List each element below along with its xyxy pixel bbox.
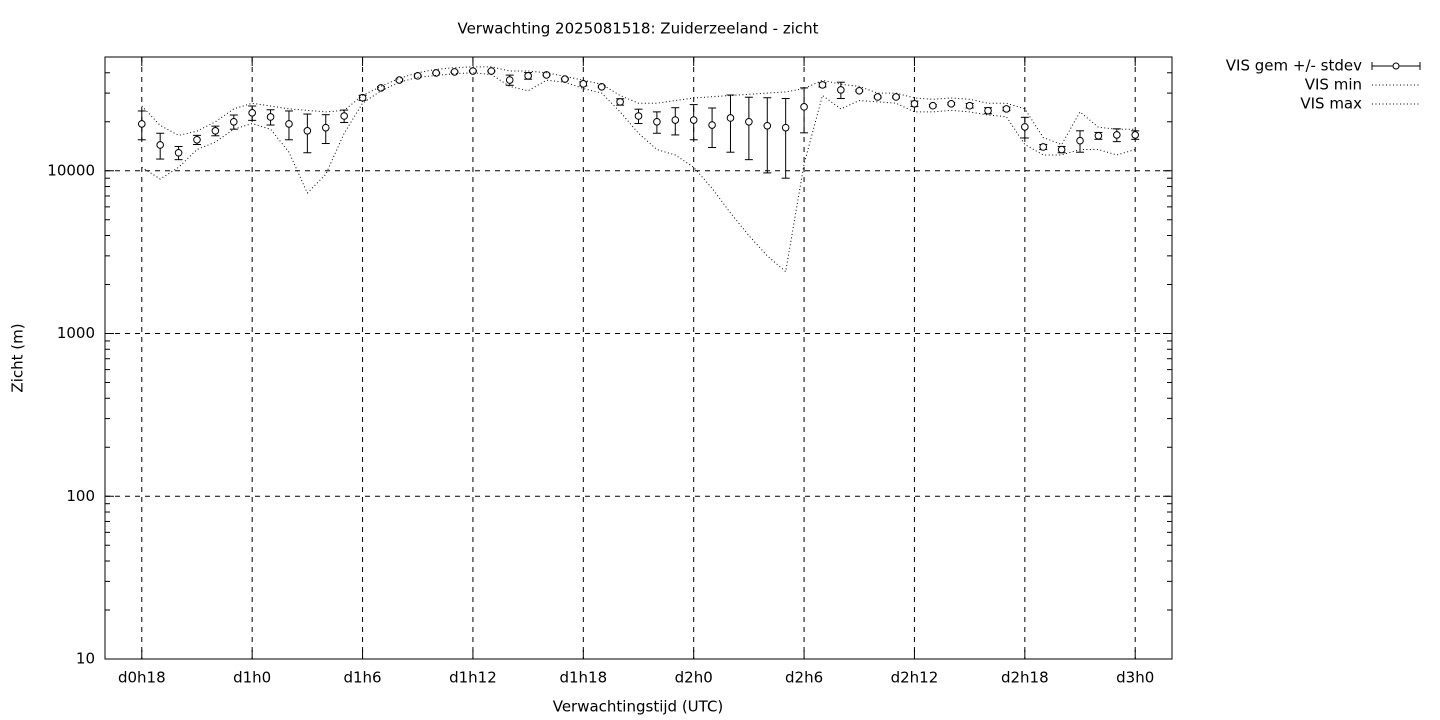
mean-point [211,126,220,135]
mean-point [800,103,808,111]
mean-point [984,106,992,115]
mean-point [469,67,477,75]
mean-point [285,120,293,128]
mean-point [745,117,753,126]
y-tick-label: 100 [66,487,95,505]
mean-point [395,76,404,84]
x-tick-label: d1h0 [233,669,271,687]
mean-point [653,117,661,126]
mean-point [947,99,956,108]
mean-point [377,84,385,92]
mean-point [1131,131,1140,139]
y-tick-label: 10 [76,650,95,668]
x-tick-label: d0h18 [118,669,166,687]
x-tick-label: d1h12 [449,669,497,687]
mean-point [432,69,440,77]
mean-point [229,117,238,126]
mean-point [689,116,698,124]
plot-frame [104,56,1173,660]
y-axis-label: Zicht (m) [9,323,27,392]
x-tick-label: d2h18 [1001,669,1049,687]
mean-point [1113,131,1121,139]
mean-point [726,114,735,122]
mean-point [542,71,551,79]
mean-point [193,135,201,144]
mean-point [781,123,790,132]
mean-point [579,80,588,88]
y-tick-label: 1000 [57,324,95,342]
mean-point [156,141,164,149]
legend-label: VIS max [1300,95,1362,113]
mean-point [1021,123,1029,131]
mean-point [1002,105,1011,113]
legend-swatch [1392,62,1400,70]
y-tick-label: 10000 [47,161,95,179]
mean-point [873,93,882,101]
x-tick-label: d1h18 [559,669,607,687]
mean-point [487,67,496,75]
mean-point [1076,136,1084,145]
mean-point [450,68,459,76]
mean-point [174,148,183,157]
mean-point [855,86,864,95]
x-axis-label: Verwachtingstijd (UTC) [553,698,724,716]
min-max-line [141,66,1136,146]
mean-point [303,126,312,135]
mean-point [763,121,772,130]
mean-point [321,123,330,132]
mean-point [708,121,716,129]
x-tick-label: d2h6 [785,669,823,687]
mean-point [524,72,532,80]
mean-point [1039,143,1048,151]
mean-point [1057,145,1066,154]
mean-point [358,93,367,102]
mean-point [818,81,827,89]
x-tick-label: d3h0 [1116,669,1154,687]
mean-point [671,116,680,124]
mean-point [634,112,643,120]
mean-point [248,109,256,117]
mean-point [505,76,514,84]
mean-point [266,113,275,121]
mean-point [340,112,348,120]
mean-point [965,101,974,110]
x-tick-label: d1h6 [343,669,381,687]
mean-point [910,99,919,108]
x-tick-label: d2h0 [675,669,713,687]
mean-point [929,101,937,110]
mean-point [137,120,146,128]
legend-label: VIS min [1305,76,1362,94]
mean-point [597,82,606,91]
min-max-line [141,72,1136,273]
mean-point [892,93,900,101]
x-tick-label: d2h12 [891,669,939,687]
chart-title: Verwachting 2025081518: Zuiderzeeland - … [457,20,818,38]
mean-point [413,72,422,80]
mean-point [1094,131,1103,140]
mean-point [616,98,624,106]
mean-point [837,86,845,94]
legend-label: VIS gem +/- stdev [1226,57,1362,75]
